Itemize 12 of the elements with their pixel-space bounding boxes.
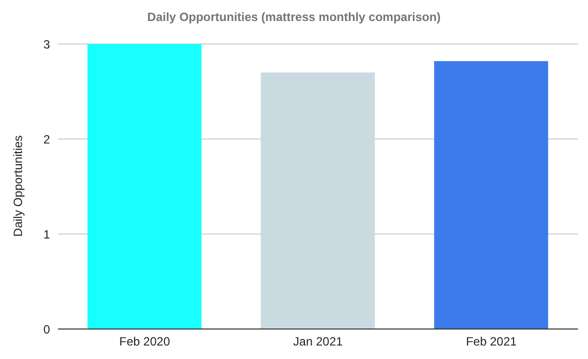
bar	[260, 72, 375, 329]
y-tick-label: 0	[43, 322, 50, 336]
bar	[434, 61, 548, 329]
y-axis-title: Daily Opportunities	[11, 135, 25, 237]
y-tick-label: 2	[43, 132, 50, 146]
y-tick-label: 1	[43, 227, 50, 242]
bar	[87, 44, 202, 329]
x-tick-label: Jan 2021	[293, 334, 344, 349]
x-tick-label: Feb 2020	[119, 334, 170, 349]
y-tick-label: 3	[43, 37, 50, 52]
x-tick-label: Feb 2021	[466, 334, 518, 349]
chart-title: Daily Opportunities (mattress monthly comparison)	[146, 10, 442, 24]
